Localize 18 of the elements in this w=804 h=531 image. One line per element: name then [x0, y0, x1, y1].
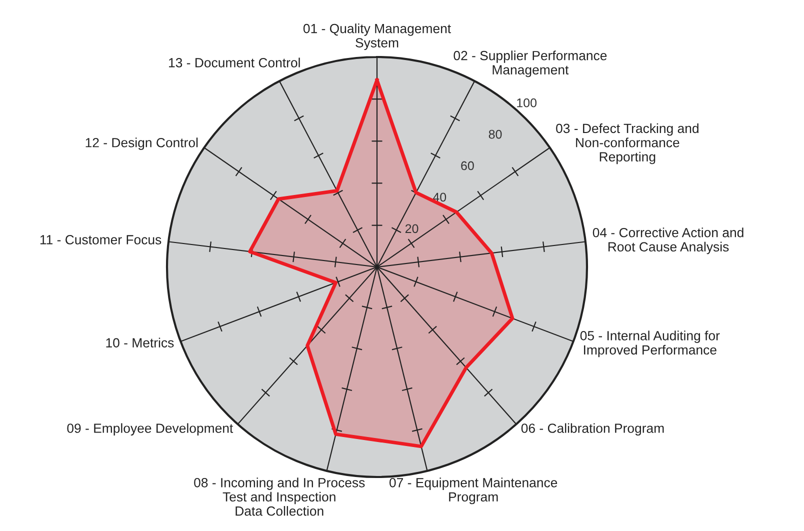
- y-tick-label: 100: [517, 98, 537, 108]
- spoke-label: 13 - Document Control: [169, 58, 300, 68]
- spoke-label: 12 - Design Control: [86, 138, 198, 150]
- spoke-label: 11 - Customer Focus: [40, 235, 162, 244]
- spoke-label: 01 - Quality Management System: [303, 24, 451, 50]
- y-tick-label: 40: [432, 192, 446, 202]
- spoke-label: 03 - Defect Tracking and Non-conformance Reporting: [556, 123, 698, 164]
- spoke-label: 02 - Supplier Performance Management: [454, 50, 607, 78]
- spoke-label: 10 - Metrics: [106, 338, 174, 348]
- spoke-label: 09 - Employee Development: [67, 423, 234, 436]
- spoke-label: 06 - Calibration Program: [521, 423, 664, 436]
- y-tick-label: 60: [461, 161, 474, 170]
- y-tick-label: 20: [405, 224, 418, 234]
- spoke-label: 07 - Equipment Maintenance Program: [390, 478, 558, 504]
- spoke-label: 08 - Incoming and In Process Test and Inspection Data Collection: [194, 478, 365, 516]
- spoke-label: 05 - Internal Auditing for Improved Performance: [580, 330, 720, 358]
- y-tick-label: 80: [488, 130, 502, 139]
- spoke-label: 04 - Corrective Action and Root Cause Analysis: [592, 228, 744, 254]
